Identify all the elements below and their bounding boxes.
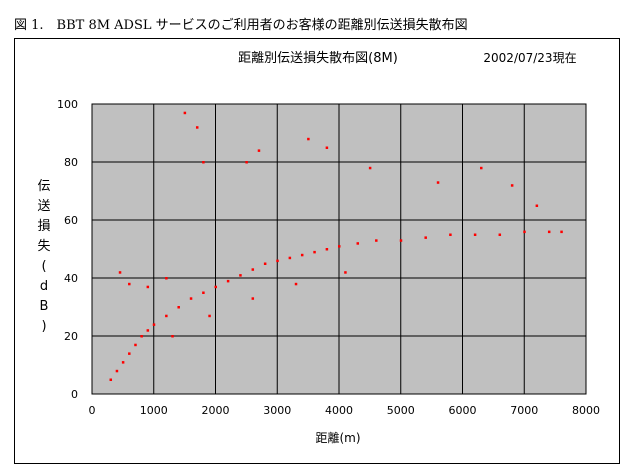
data-point [171, 335, 174, 338]
plot-area: 0 1000 2000 3000 4000 5000 6000 7000 8000 0 20 40 60… [57, 98, 600, 417]
data-point [300, 253, 304, 257]
data-point [195, 126, 199, 129]
data-point [226, 279, 230, 283]
date-note: 2002/07/23現在 [483, 51, 576, 65]
data-point [118, 271, 122, 274]
y-tick-label: 100 [57, 98, 78, 111]
data-point [313, 250, 316, 254]
data-point [473, 233, 477, 236]
data-point [239, 274, 242, 277]
plot-border [91, 103, 587, 395]
y-axis-label-char: 伝 [37, 179, 50, 194]
y-axis-label-char: ( [41, 259, 46, 274]
y-axis-label: 伝送損失 ( dB) [37, 179, 50, 334]
data-point [368, 166, 372, 170]
data-point [202, 161, 205, 164]
data-point [128, 352, 131, 355]
x-tick-label: 8000 [572, 404, 600, 417]
data-point [344, 271, 347, 274]
data-point [480, 166, 483, 170]
data-point [399, 239, 403, 242]
data-point [436, 181, 440, 184]
y-tick-label: 0 [71, 388, 78, 401]
x-tick-label: 7000 [510, 404, 538, 417]
data-point [115, 369, 119, 373]
data-point [121, 361, 125, 364]
data-point [325, 248, 329, 251]
data-point [424, 236, 427, 239]
figure-caption: 図 1. BBT 8M ADSL サービスのご利用者のお客様の距離別伝送損失散布… [14, 18, 468, 33]
data-point [307, 137, 310, 141]
data-point [547, 230, 551, 234]
data-point [449, 233, 452, 236]
data-point [325, 146, 329, 149]
data-point [208, 314, 211, 318]
data-point [109, 378, 113, 381]
y-tick-label: 80 [64, 156, 78, 169]
x-axis-label: 距離(m) [315, 431, 360, 445]
data-point [128, 282, 131, 286]
y-axis-label-char: 損 [37, 219, 50, 234]
y-axis-label-char: B [40, 299, 49, 314]
data-point [523, 230, 526, 234]
data-point [202, 291, 205, 294]
x-tick-label: 1000 [140, 404, 168, 417]
data-point [183, 111, 187, 115]
data-point [251, 268, 255, 271]
data-point [177, 306, 180, 309]
y-tick-label: 20 [64, 330, 78, 343]
data-point [338, 245, 341, 248]
data-point [263, 262, 267, 265]
data-point [146, 329, 150, 332]
x-tick-label: 2000 [202, 404, 230, 417]
data-point [356, 242, 360, 245]
data-point [510, 184, 514, 187]
chart-title: 距離別伝送損失散布図(8M) [238, 51, 398, 66]
data-point [152, 323, 156, 326]
data-point [189, 297, 193, 300]
y-axis-label-char: ) [41, 319, 46, 334]
y-axis-label-char: 失 [37, 239, 50, 254]
data-point [214, 285, 217, 289]
x-tick-label: 0 [89, 404, 96, 417]
y-tick-label: 40 [64, 272, 78, 285]
x-tick-label: 3000 [263, 404, 291, 417]
x-tick-label: 4000 [325, 404, 353, 417]
chart-frame [14, 38, 620, 464]
data-point [134, 343, 137, 347]
data-point [165, 277, 168, 280]
y-axis-label-char: 送 [37, 199, 50, 214]
data-point [140, 335, 143, 338]
data-point [535, 204, 539, 207]
data-point [245, 161, 248, 164]
data-point [251, 297, 255, 300]
data-point [498, 233, 502, 236]
data-point [165, 314, 168, 318]
data-point [276, 259, 279, 263]
y-tick-label: 60 [64, 214, 78, 227]
x-tick-label: 5000 [387, 404, 415, 417]
data-point [257, 149, 261, 152]
data-point [560, 230, 563, 234]
data-point [146, 285, 150, 289]
data-point [294, 282, 298, 286]
y-axis-label-char: d [40, 279, 48, 294]
data-point [375, 239, 378, 242]
x-tick-label: 6000 [449, 404, 477, 417]
data-point [288, 256, 292, 260]
